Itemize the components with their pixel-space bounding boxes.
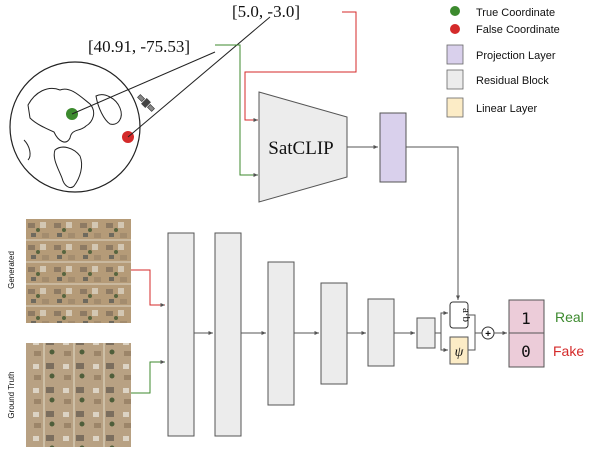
legend-projection-label: Projection Layer [476, 50, 556, 62]
true-coordinate-text: [40.91, -75.53] [88, 37, 190, 56]
legend-projection-swatch [446, 44, 464, 65]
legend-false-coordinate-label: False Coordinate [476, 24, 560, 36]
ground-truth-label: Ground Truth [7, 371, 16, 418]
residual-block-5 [367, 298, 395, 367]
sum-symbol: + [485, 329, 491, 340]
legend: True Coordinate False Coordinate Project… [446, 6, 560, 118]
legend-true-coordinate-swatch [450, 6, 460, 16]
residual-block-1 [167, 232, 195, 437]
residual-block-3 [267, 261, 295, 406]
false-coordinate-to-satclip-arrow [244, 11, 357, 122]
legend-false-coordinate-swatch [450, 24, 460, 34]
ground-truth-image [26, 343, 131, 447]
ground-truth-to-network-arrow [131, 360, 165, 394]
generated-label: Generated [7, 251, 16, 289]
psi-to-sum-arrow [468, 332, 482, 351]
output-real-value: 1 [521, 309, 531, 328]
legend-residual-label: Residual Block [476, 75, 549, 87]
psi-label: ψ [455, 345, 464, 360]
false-coordinate-pointer [127, 16, 271, 138]
feature-to-psi-arrow [435, 332, 448, 352]
legend-true-coordinate-label: True Coordinate [476, 7, 555, 19]
output-fake-value: 0 [521, 342, 531, 361]
fake-label: Fake [553, 343, 584, 359]
output-real-cell [508, 299, 545, 334]
legend-linear-label: Linear Layer [476, 103, 537, 115]
legend-residual-swatch [446, 69, 464, 90]
generated-to-network-arrow [131, 269, 165, 307]
output-fake-cell [508, 332, 545, 368]
feature-vector [416, 317, 436, 349]
true-coordinate-pointer [71, 51, 216, 115]
dot-product-label: a·b [460, 308, 472, 323]
residual-block-2 [214, 232, 242, 437]
true-coordinate-to-satclip-arrow [215, 44, 258, 177]
satellite-icon [137, 94, 155, 112]
satclip-encoder [258, 91, 348, 203]
real-label: Real [555, 309, 584, 325]
projection-to-dot-product-arrow [406, 146, 460, 300]
legend-linear-swatch [446, 97, 464, 118]
residual-block-4 [320, 282, 348, 385]
globe-icon [9, 61, 141, 193]
false-coordinate-text: [5.0, -3.0] [232, 2, 300, 21]
satclip-label: SatCLIP [268, 138, 333, 159]
projection-layer [379, 112, 407, 183]
feature-to-dot-product-arrow [435, 311, 448, 334]
generated-image [26, 219, 131, 323]
